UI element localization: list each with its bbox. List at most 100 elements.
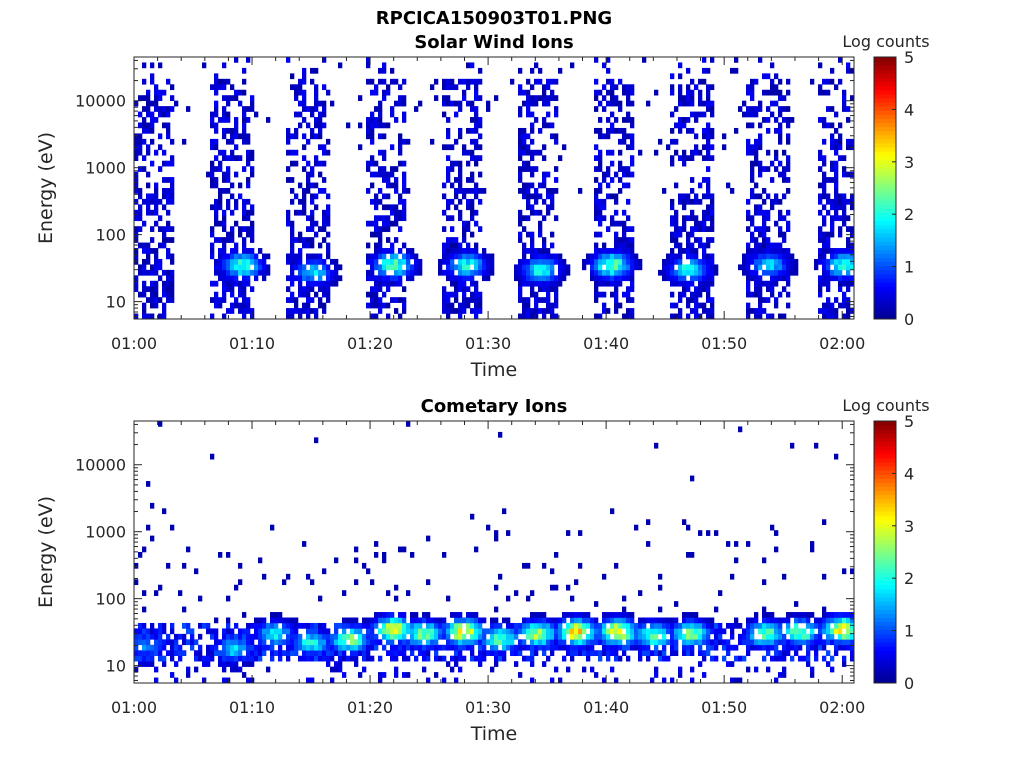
heatmap-cell [438,269,443,276]
heatmap-cell [490,644,495,651]
heatmap-cell [158,95,163,101]
heatmap-cell [378,188,383,194]
heatmap-cell [454,111,459,118]
colorbar-segment [874,576,896,582]
heatmap-cell [222,286,227,293]
heatmap-cell [326,149,331,156]
heatmap-cell [286,622,291,629]
heatmap-cell [694,215,699,222]
heatmap-cell [218,220,223,227]
heatmap-cell [594,106,599,112]
colorbar-segment [874,535,896,541]
heatmap-cell [598,133,603,140]
heatmap-cell [370,111,375,118]
heatmap-cell [386,89,391,96]
heatmap-cell [782,617,787,624]
heatmap-cell [290,264,295,271]
heatmap-cell [606,308,611,314]
heatmap-cell [138,133,143,140]
heatmap-cell [806,612,811,618]
heatmap-cell [754,209,759,216]
heatmap-cell [470,617,475,624]
heatmap-cell [246,57,251,63]
heatmap-cell [158,639,163,646]
heatmap-cell [298,253,303,260]
heatmap-cell [270,524,275,531]
heatmap-cell [778,138,783,145]
heatmap-cell [494,661,499,667]
heatmap-cell [618,188,623,194]
heatmap-cell [542,633,547,640]
heatmap-cell [822,160,827,167]
heatmap-cell [298,644,303,651]
heatmap-cell [818,182,823,189]
heatmap-cell [678,297,683,303]
heatmap-cell [842,198,847,205]
heatmap-cell [226,286,231,293]
heatmap-cell [598,639,603,646]
heatmap-cell [694,308,699,314]
heatmap-cell [674,269,679,276]
colorbar-segment [874,523,896,528]
heatmap-cell [138,622,143,629]
heatmap-cell [694,84,699,91]
heatmap-cell [754,264,759,271]
heatmap-cell [366,302,371,309]
colorbar-segment [874,159,896,164]
heatmap-cell [638,622,643,629]
heatmap-cell [518,171,523,178]
heatmap-cell [690,188,695,194]
heatmap-cell [850,248,855,254]
heatmap-cell [506,644,511,651]
heatmap-cell [418,622,423,629]
heatmap-cell [442,95,447,101]
heatmap-cell [570,655,575,662]
heatmap-cell [790,633,795,640]
cometary-x-label: Time [470,723,518,745]
heatmap-cell [706,275,711,282]
heatmap-cell [674,628,679,635]
heatmap-cell [334,264,339,271]
heatmap-cell [458,209,463,216]
heatmap-cell [694,248,699,254]
heatmap-cell [466,242,471,249]
heatmap-cell [674,106,679,112]
heatmap-cell [594,628,599,635]
heatmap-cell [158,275,163,282]
heatmap-cell [546,264,551,271]
heatmap-cell [302,73,307,80]
heatmap-cell [850,655,855,662]
heatmap-cell [218,160,223,167]
heatmap-cell [622,117,627,123]
heatmap-cell [574,639,579,646]
heatmap-cell [526,188,531,194]
heatmap-cell [746,138,751,145]
heatmap-cell [782,177,787,183]
heatmap-cell [142,606,147,613]
heatmap-cell [142,269,147,276]
heatmap-cell [626,617,631,624]
heatmap-cell [530,258,535,265]
heatmap-cell [526,280,531,287]
heatmap-cell [710,226,715,232]
heatmap-cell [378,302,383,309]
heatmap-cell [542,100,547,107]
heatmap-cell [394,188,399,194]
heatmap-cell [802,628,807,635]
heatmap-cell [538,622,543,629]
heatmap-cell [402,78,407,85]
heatmap-cell [818,253,823,260]
heatmap-cell [458,106,463,112]
heatmap-cell [618,127,623,134]
heatmap-cell [358,650,363,657]
heatmap-cell [578,188,583,194]
heatmap-cell [154,650,159,657]
heatmap-cell [370,220,375,227]
heatmap-cell [550,242,555,249]
heatmap-cell [154,666,159,673]
heatmap-cell [774,198,779,205]
heatmap-cell [610,639,615,646]
heatmap-cell [146,313,151,320]
x-tick-label: 01:20 [347,334,393,353]
heatmap-cell [446,215,451,222]
